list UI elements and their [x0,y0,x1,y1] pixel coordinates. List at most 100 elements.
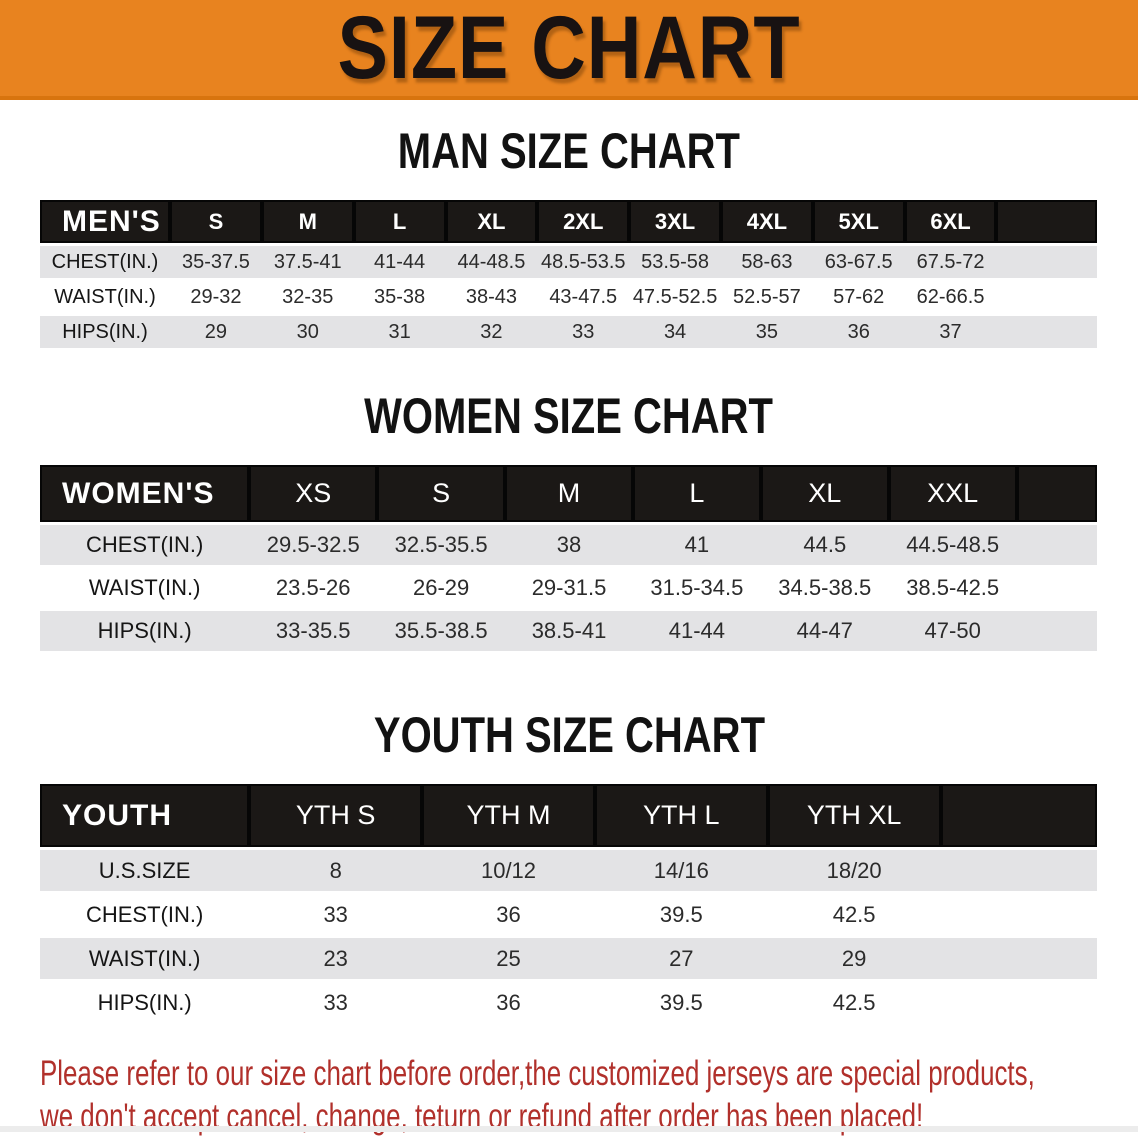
women-size-table: WOMEN'S XS S M L XL XXL CHEST(IN.) 29.5-32.5 32.5… [40,462,1097,654]
table-header-row: WOMEN'S XS S M L XL XXL [40,465,1097,522]
measurement-row: U.S.SIZE 8 10/12 14/16 18/20 [40,850,1097,891]
measurement-row: CHEST(IN.) 29.5-32.5 32.5-35.5 38 41 44.5 44.5… [40,525,1097,565]
measurement-row: HIPS(IN.) 33-35.5 35.5-38.5 38.5-41 41-44 44-… [40,611,1097,651]
spacer-cell [996,200,1097,243]
spacer-cell [940,850,1097,891]
size-value: 52.5-57 [720,281,813,313]
size-column-header: 5XL [812,200,905,243]
section-youth: YOUTH SIZE CHART YOUTH YTH S YTH M YTH L YTH… [0,654,1138,1026]
measurement-label: HIPS(IN.) [40,982,250,1023]
size-value: 14/16 [594,850,768,891]
table-header-row: YOUTH YTH S YTH M YTH L YTH XL [40,784,1097,847]
men-section-heading: MAN SIZE CHART [0,100,1138,176]
size-column-header: XS [249,465,378,522]
banner: SIZE CHART [0,0,1138,100]
notice-line-1: Please refer to our size chart before or… [40,1054,1035,1093]
size-value: 31 [353,316,446,348]
spacer-cell [996,246,1097,278]
spacer-cell [1016,525,1097,565]
size-value: 41-44 [353,246,446,278]
size-column-header: XL [760,465,889,522]
table-title-cell: WOMEN'S [40,465,250,522]
measurement-row: WAIST(IN.) 29-32 32-35 35-38 38-43 43-47.5 47.… [40,281,1097,313]
size-value: 8 [249,850,423,891]
size-column-header: L [632,465,761,522]
women-heading-text: WOMEN SIZE CHART [364,388,774,444]
size-column-header: YTH XL [767,784,941,847]
size-value: 41-44 [632,611,761,651]
measurement-label: CHEST(IN.) [40,894,250,935]
section-men: MAN SIZE CHART MEN'S S M L XL 2XL 3XL 4XL 5XL 6XL… [0,100,1138,351]
size-column-header: YTH S [249,784,423,847]
size-value: 62-66.5 [904,281,997,313]
size-value: 38 [505,525,633,565]
size-value: 34.5-38.5 [760,568,889,608]
measurement-row: HIPS(IN.) 29 30 31 32 33 34 35 36 37 [40,316,1097,348]
size-value: 38.5-42.5 [888,568,1017,608]
spacer-cell [996,281,1097,313]
spacer-cell [940,894,1097,935]
men-size-table: MEN'S S M L XL 2XL 3XL 4XL 5XL 6XL CHEST(IN.) 35-37… [40,197,1097,351]
youth-heading-text: YOUTH SIZE CHART [373,707,765,763]
youth-size-table: YOUTH YTH S YTH M YTH L YTH XL U.S.SIZE 8 10/12… [40,781,1097,1026]
size-value: 53.5-58 [629,246,721,278]
size-column-header: 6XL [904,200,997,243]
banner-title: SIZE CHART [337,0,801,98]
measurement-label: HIPS(IN.) [40,316,171,348]
size-value: 48.5-53.5 [537,246,630,278]
size-value: 31.5-34.5 [632,568,761,608]
size-value: 30 [261,316,354,348]
measurement-row: WAIST(IN.) 23.5-26 26-29 29-31.5 31.5-34.5 34… [40,568,1097,608]
size-value: 38-43 [445,281,538,313]
size-value: 29.5-32.5 [249,525,378,565]
size-value: 44.5 [760,525,889,565]
size-value: 29 [767,938,941,979]
size-column-header: YTH M [422,784,595,847]
bottom-edge-strip [0,1126,1138,1132]
size-value: 36 [812,316,905,348]
spacer-cell [940,784,1097,847]
size-column-header: S [377,465,506,522]
size-value: 39.5 [594,894,768,935]
size-column-header: M [261,200,354,243]
table-header-row: MEN'S S M L XL 2XL 3XL 4XL 5XL 6XL [40,200,1097,243]
size-value: 47.5-52.5 [629,281,721,313]
measurement-row: CHEST(IN.) 33 36 39.5 42.5 [40,894,1097,935]
measurement-label: U.S.SIZE [40,850,250,891]
size-value: 63-67.5 [812,246,905,278]
size-value: 32-35 [261,281,354,313]
spacer-cell [940,938,1097,979]
size-value: 44.5-48.5 [888,525,1017,565]
size-value: 34 [629,316,721,348]
order-notice: Please refer to our size chart before or… [40,1052,1138,1138]
size-value: 41 [632,525,761,565]
size-value: 47-50 [888,611,1017,651]
size-value: 35-38 [353,281,446,313]
size-value: 58-63 [720,246,813,278]
size-value: 29 [170,316,262,348]
size-value: 44-48.5 [445,246,538,278]
size-value: 35 [720,316,813,348]
size-value: 33-35.5 [249,611,378,651]
size-value: 57-62 [812,281,905,313]
size-value: 33 [537,316,630,348]
size-value: 37.5-41 [261,246,354,278]
table-title-cell: MEN'S [40,200,171,243]
size-value: 23.5-26 [249,568,378,608]
size-value: 67.5-72 [904,246,997,278]
size-value: 43-47.5 [537,281,630,313]
measurement-label: WAIST(IN.) [40,281,171,313]
size-value: 26-29 [377,568,506,608]
size-value: 44-47 [760,611,889,651]
size-column-header: 4XL [720,200,813,243]
spacer-cell [940,982,1097,1023]
size-column-header: XL [445,200,538,243]
measurement-label: WAIST(IN.) [40,938,250,979]
size-value: 32.5-35.5 [377,525,506,565]
youth-section-heading: YOUTH SIZE CHART [0,654,1138,760]
size-column-header: M [505,465,633,522]
size-column-header: YTH L [594,784,768,847]
size-value: 32 [445,316,538,348]
size-column-header: XXL [888,465,1017,522]
size-value: 39.5 [594,982,768,1023]
